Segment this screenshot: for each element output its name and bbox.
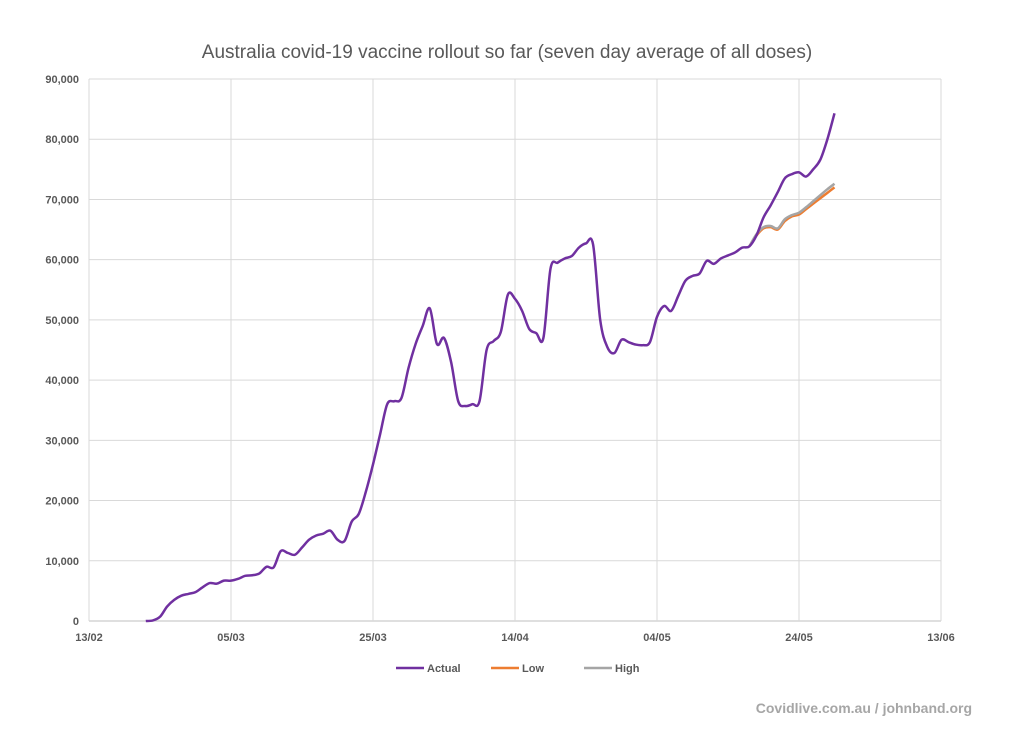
- x-tick-label: 13/02: [75, 632, 103, 644]
- x-tick-label: 25/03: [359, 632, 387, 644]
- y-tick-label: 30,000: [45, 435, 79, 447]
- y-tick-label: 70,000: [45, 194, 79, 206]
- y-axis: 0 10,000 20,000 30,000 40,000 50,000 60,000 70,…: [45, 74, 79, 628]
- series-line-high: [748, 182, 836, 248]
- legend-label: Actual: [427, 663, 461, 675]
- legend: Actual Low High: [396, 663, 640, 675]
- series-line-actual: [145, 112, 836, 623]
- legend-label: High: [615, 663, 640, 675]
- gridlines: [88, 78, 942, 622]
- series-line-low: [748, 186, 836, 248]
- legend-item-high: High: [584, 663, 640, 675]
- x-tick-label: 14/04: [501, 632, 529, 644]
- y-tick-label: 90,000: [45, 74, 79, 86]
- y-tick-label: 60,000: [45, 255, 79, 267]
- x-tick-label: 13/06: [927, 632, 955, 644]
- source-credit: Covidlive.com.au / johnband.org: [755, 700, 972, 716]
- x-tick-label: 24/05: [785, 632, 813, 644]
- legend-item-low: Low: [491, 663, 544, 675]
- y-tick-label: 40,000: [45, 375, 79, 387]
- x-tick-label: 04/05: [643, 632, 671, 644]
- y-tick-label: 0: [73, 616, 79, 628]
- y-tick-label: 20,000: [45, 496, 79, 508]
- y-tick-label: 80,000: [45, 134, 79, 146]
- chart-title: Australia covid-19 vaccine rollout so fa…: [202, 42, 812, 63]
- x-axis: 13/02 05/03 25/03 14/04 04/05 24/05 13/06: [75, 632, 955, 644]
- y-tick-label: 10,000: [45, 556, 79, 568]
- x-tick-label: 05/03: [217, 632, 245, 644]
- y-tick-label: 50,000: [45, 315, 79, 327]
- legend-item-actual: Actual: [396, 663, 461, 675]
- series-lines: [145, 112, 836, 623]
- legend-label: Low: [522, 663, 544, 675]
